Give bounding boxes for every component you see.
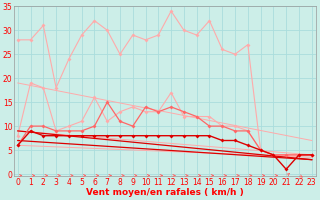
X-axis label: Vent moyen/en rafales ( km/h ): Vent moyen/en rafales ( km/h ) (86, 188, 244, 197)
